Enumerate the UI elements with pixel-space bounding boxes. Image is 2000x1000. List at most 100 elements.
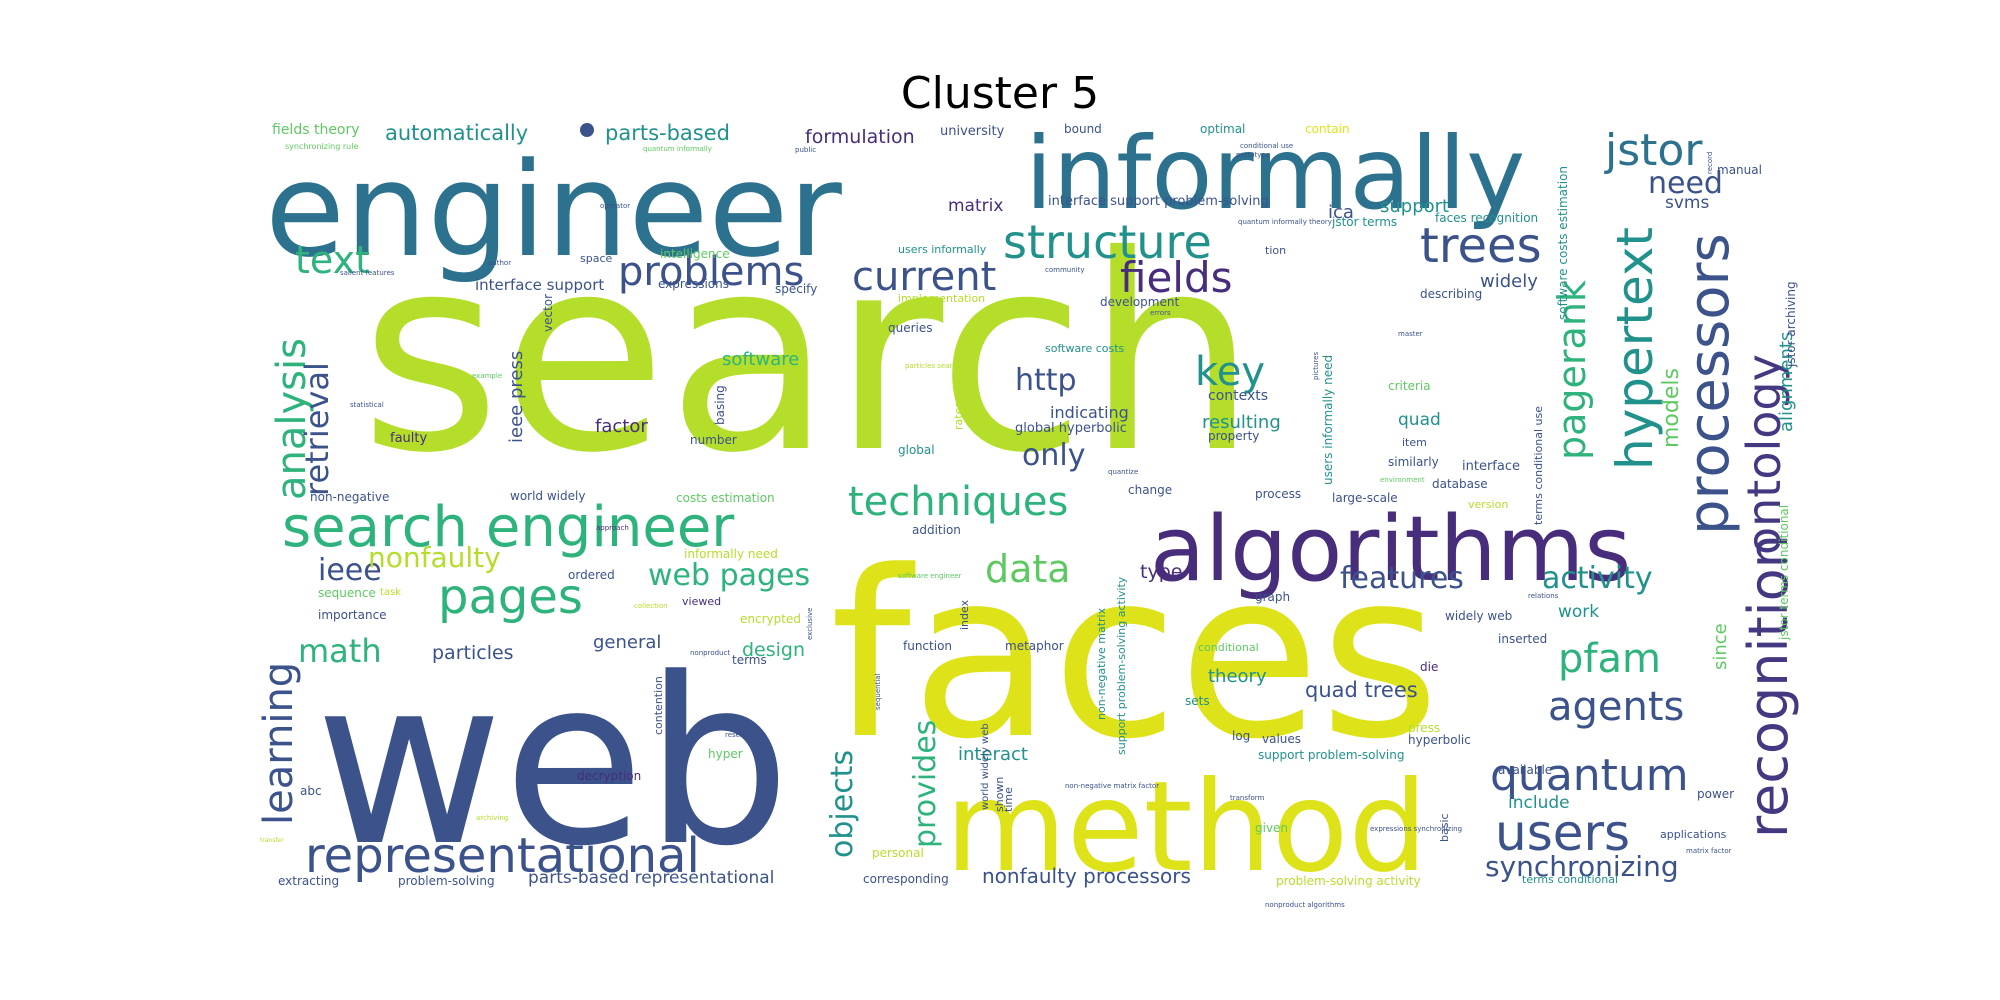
cloud-word: prototype: [1236, 151, 1270, 159]
cloud-word: data: [985, 547, 1071, 591]
cloud-word: hyperbolic: [1408, 733, 1471, 747]
cloud-word: applications: [1660, 828, 1727, 841]
cloud-word: quantum informally theory: [1238, 218, 1332, 226]
cloud-word: master: [1398, 330, 1423, 338]
cloud-word: intelligence: [660, 247, 730, 261]
cloud-word: viewed: [682, 595, 721, 608]
cloud-word: nonfaulty processors: [982, 864, 1191, 888]
cloud-word: jstor archiving: [1784, 281, 1798, 368]
cloud-word: techniques: [848, 479, 1068, 525]
cloud-word: indicating: [1050, 403, 1129, 422]
cloud-word: jstor terms conditional: [1777, 505, 1791, 641]
cloud-word: activity: [1542, 561, 1653, 596]
cloud-word: problem-solving activity: [1276, 874, 1421, 888]
cloud-word: process: [1255, 487, 1301, 501]
cloud-word: algorithms: [1150, 497, 1631, 602]
cloud-word: abc: [300, 784, 322, 798]
cloud-word: factor: [595, 416, 648, 437]
cloud-word: web pages: [648, 558, 810, 593]
cloud-word: matrix: [948, 196, 1003, 216]
cloud-word: corresponding: [863, 872, 949, 886]
cloud-word: type: [1140, 561, 1182, 583]
cloud-word: graph: [1255, 590, 1290, 604]
cloud-word: learning: [256, 662, 302, 825]
cloud-word: decryption: [577, 769, 641, 783]
cloud-word: version: [1468, 498, 1508, 511]
cloud-word: terms conditional: [1522, 873, 1618, 886]
cloud-word: extracting: [278, 874, 339, 888]
cloud-word: community: [1045, 266, 1084, 274]
cloud-word: support problem-solving: [1258, 748, 1404, 762]
cloud-word: basing: [713, 385, 727, 425]
cloud-word: terms: [732, 653, 767, 667]
cloud-word: errors: [1150, 309, 1171, 317]
cloud-word: terms conditional use: [1532, 406, 1545, 525]
cloud-word: conditional: [1198, 641, 1259, 654]
cloud-word: sequential: [874, 673, 882, 710]
cloud-word: nonproduct algorithms: [1265, 901, 1345, 909]
cloud-word: values: [1262, 732, 1301, 746]
cloud-word: need: [1648, 166, 1723, 201]
cloud-word: support: [1380, 196, 1449, 217]
cloud-word: interface support problem-solving: [1048, 194, 1269, 209]
cloud-word: collection: [634, 602, 668, 610]
cloud-word: university: [940, 124, 1005, 139]
cloud-word: informally need: [684, 547, 778, 561]
cloud-word: power: [1697, 787, 1734, 801]
cloud-word: ordered: [568, 568, 615, 582]
cloud-word: implementation: [898, 292, 985, 305]
cloud-word: costs estimation: [676, 491, 775, 505]
cloud-word: objects: [825, 750, 860, 858]
cloud-word: log: [1232, 729, 1250, 743]
cloud-word: synchronizing rule: [285, 142, 358, 151]
cloud-word: fields: [1120, 253, 1233, 302]
cloud-word: specify: [775, 282, 817, 296]
cloud-word: tion: [1265, 244, 1286, 257]
cloud-word: problem-solving: [398, 874, 495, 888]
cloud-word: global hyperbolic: [1015, 421, 1127, 436]
cloud-word: users: [1495, 804, 1630, 862]
cloud-word: structure: [1003, 215, 1212, 269]
cloud-word: time: [1002, 787, 1015, 812]
cloud-word: automatically: [385, 121, 528, 145]
cloud-word: contain: [1305, 122, 1350, 136]
cloud-word: task: [380, 587, 401, 598]
cloud-word: retrieval: [298, 362, 336, 496]
cloud-word: svms: [1665, 193, 1709, 213]
cloud-word: alignments: [1776, 332, 1797, 432]
cloud-word: jstor terms: [1331, 215, 1397, 229]
cloud-word: method: [945, 755, 1428, 900]
cloud-word: particles: [432, 642, 514, 664]
cloud-word: archiving: [476, 814, 508, 822]
cloud-word: press: [1408, 721, 1440, 735]
cloud-word: users informally need: [1321, 355, 1335, 485]
cloud-word: exclusive: [806, 608, 814, 640]
cloud-word: text: [295, 238, 370, 282]
cloud-word: search engineer: [282, 495, 735, 560]
cloud-word: die: [1420, 660, 1438, 674]
cloud-word: sequence: [318, 586, 376, 600]
cloud-word: transfer: [260, 837, 284, 844]
cloud-word: interface support: [475, 276, 604, 294]
cloud-word: since: [1710, 623, 1731, 670]
cloud-word: formulation: [805, 126, 915, 148]
cloud-word: public: [795, 146, 816, 154]
cloud-word: current: [852, 254, 996, 300]
cloud-word: global: [898, 443, 935, 457]
bullet-dot: [580, 123, 594, 137]
cloud-word: non-negative: [310, 490, 389, 504]
cloud-word: hyper: [708, 747, 743, 761]
cloud-word: relations: [1528, 592, 1559, 600]
cloud-word: representational: [305, 828, 700, 884]
cloud-word: item: [1402, 436, 1427, 449]
cloud-word: importance: [318, 608, 387, 622]
cloud-word: nonproduct: [690, 649, 730, 657]
cloud-word: quantum: [1490, 750, 1689, 801]
cloud-word: development: [1100, 295, 1179, 309]
cloud-word: change: [1128, 483, 1172, 497]
cloud-word: non-negative matrix: [1095, 607, 1108, 720]
cloud-word: ontology: [1737, 354, 1791, 555]
cloud-word: software costs: [1045, 342, 1125, 355]
cloud-word: trees: [1420, 218, 1542, 274]
